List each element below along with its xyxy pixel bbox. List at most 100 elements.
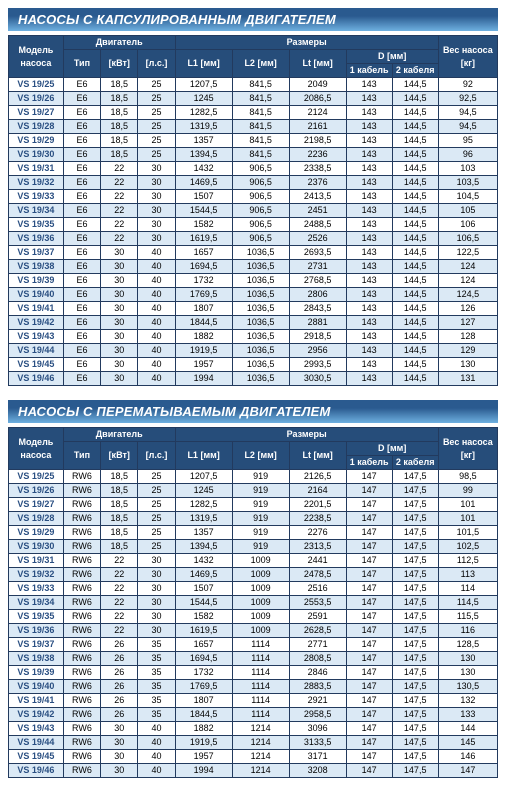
data-cell: 906,5 [232, 176, 289, 190]
table-row: VS 19/26E618,5251245841,52086,5143144,59… [9, 92, 498, 106]
data-cell: 1844,5 [175, 708, 232, 722]
data-cell: 147,5 [392, 512, 438, 526]
h-l1: L1 [мм] [175, 442, 232, 470]
model-cell: VS 19/30 [9, 540, 64, 554]
data-cell: 919 [232, 498, 289, 512]
h-d1: 1 кабель [346, 64, 392, 78]
data-cell: 3133,5 [289, 736, 346, 750]
data-cell: 30 [101, 302, 138, 316]
data-cell: 147 [346, 680, 392, 694]
data-cell: RW6 [63, 624, 100, 638]
data-cell: 1544,5 [175, 204, 232, 218]
model-cell: VS 19/44 [9, 344, 64, 358]
data-cell: 144,5 [392, 190, 438, 204]
data-cell: RW6 [63, 680, 100, 694]
table-row: VS 19/32RW622301469,510092478,5147147,51… [9, 568, 498, 582]
data-cell: 124,5 [438, 288, 497, 302]
table-row: VS 19/40E630401769,51036,52806143144,512… [9, 288, 498, 302]
data-cell: 144,5 [392, 330, 438, 344]
data-cell: 1207,5 [175, 470, 232, 484]
table-row: VS 19/33RW62230150710092516147147,5114 [9, 582, 498, 596]
data-cell: 2198,5 [289, 134, 346, 148]
data-cell: 144,5 [392, 162, 438, 176]
table-row: VS 19/42E630401844,51036,52881143144,512… [9, 316, 498, 330]
data-cell: 3208 [289, 764, 346, 778]
data-cell: RW6 [63, 596, 100, 610]
model-cell: VS 19/31 [9, 162, 64, 176]
data-cell: 30 [138, 582, 175, 596]
data-cell: 25 [138, 484, 175, 498]
data-cell: 143 [346, 274, 392, 288]
data-cell: 2958,5 [289, 708, 346, 722]
data-cell: 1036,5 [232, 260, 289, 274]
data-cell: 1507 [175, 190, 232, 204]
data-cell: 26 [101, 666, 138, 680]
data-cell: 1432 [175, 162, 232, 176]
data-cell: 1957 [175, 750, 232, 764]
data-cell: RW6 [63, 694, 100, 708]
data-cell: 18,5 [101, 120, 138, 134]
table-row: VS 19/29RW618,52513579192276147147,5101,… [9, 526, 498, 540]
table-row: VS 19/40RW626351769,511142883,5147147,51… [9, 680, 498, 694]
table-row: VS 19/46E6304019941036,53030,5143144,513… [9, 372, 498, 386]
model-cell: VS 19/33 [9, 190, 64, 204]
data-cell: 113 [438, 568, 497, 582]
data-cell: E6 [63, 344, 100, 358]
model-cell: VS 19/44 [9, 736, 64, 750]
table-row: VS 19/41RW62635180711142921147147,5132 [9, 694, 498, 708]
data-cell: 35 [138, 666, 175, 680]
data-cell: 2201,5 [289, 498, 346, 512]
data-cell: 147,5 [392, 722, 438, 736]
data-cell: 147 [346, 470, 392, 484]
model-cell: VS 19/42 [9, 316, 64, 330]
table-row: VS 19/45E6304019571036,52993,5143144,513… [9, 358, 498, 372]
model-cell: VS 19/37 [9, 246, 64, 260]
table-row: VS 19/28E618,5251319,5841,52161143144,59… [9, 120, 498, 134]
h-lt: Lt [мм] [289, 442, 346, 470]
data-cell: 1469,5 [175, 568, 232, 582]
section1-table: Модель насоса Двигатель Размеры Вес насо… [8, 35, 498, 386]
table-row: VS 19/32E622301469,5906,52376143144,5103… [9, 176, 498, 190]
data-cell: 122,5 [438, 246, 497, 260]
data-cell: E6 [63, 176, 100, 190]
data-cell: 1732 [175, 274, 232, 288]
data-cell: 143 [346, 106, 392, 120]
model-cell: VS 19/27 [9, 498, 64, 512]
data-cell: 30 [101, 260, 138, 274]
model-cell: VS 19/25 [9, 470, 64, 484]
model-cell: VS 19/26 [9, 92, 64, 106]
data-cell: E6 [63, 92, 100, 106]
data-cell: 144,5 [392, 344, 438, 358]
data-cell: 2126,5 [289, 470, 346, 484]
model-cell: VS 19/29 [9, 134, 64, 148]
data-cell: 18,5 [101, 526, 138, 540]
data-cell: 92,5 [438, 92, 497, 106]
data-cell: 906,5 [232, 232, 289, 246]
h-d2: 2 кабеля [392, 64, 438, 78]
model-cell: VS 19/39 [9, 274, 64, 288]
data-cell: 147 [346, 666, 392, 680]
data-cell: 30 [101, 736, 138, 750]
data-cell: 2161 [289, 120, 346, 134]
data-cell: 35 [138, 694, 175, 708]
data-cell: 30 [138, 176, 175, 190]
model-cell: VS 19/38 [9, 260, 64, 274]
data-cell: 1009 [232, 610, 289, 624]
table-row: VS 19/44RW630401919,512143133,5147147,51… [9, 736, 498, 750]
data-cell: 3171 [289, 750, 346, 764]
data-cell: 1036,5 [232, 246, 289, 260]
data-cell: 1036,5 [232, 274, 289, 288]
data-cell: 18,5 [101, 498, 138, 512]
h-lt: Lt [мм] [289, 50, 346, 78]
section2-body: VS 19/25RW618,5251207,59192126,5147147,5… [9, 470, 498, 778]
data-cell: 1807 [175, 694, 232, 708]
data-cell: 919 [232, 540, 289, 554]
data-cell: 2731 [289, 260, 346, 274]
table-row: VS 19/38E630401694,51036,52731143144,512… [9, 260, 498, 274]
data-cell: 22 [101, 554, 138, 568]
data-cell: 147 [346, 694, 392, 708]
data-cell: 1694,5 [175, 260, 232, 274]
model-cell: VS 19/29 [9, 526, 64, 540]
table-row: VS 19/46RW63040199412143208147147,5147 [9, 764, 498, 778]
data-cell: 26 [101, 638, 138, 652]
